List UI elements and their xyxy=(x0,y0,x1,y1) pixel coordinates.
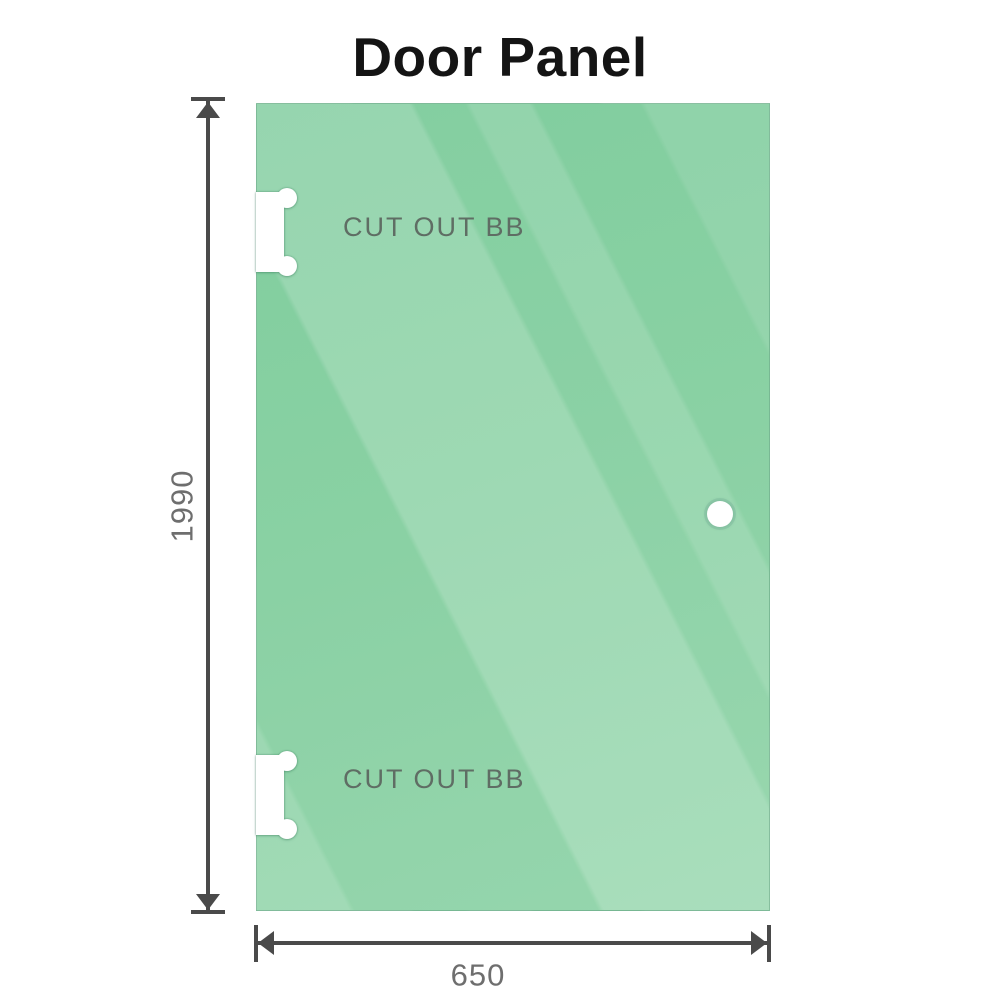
hinge-cutout-bottom xyxy=(256,751,304,841)
diagram-title: Door Panel xyxy=(352,26,648,88)
dimension-line xyxy=(257,941,769,945)
cutout-drill-hole xyxy=(277,256,297,276)
dimension-line xyxy=(206,100,210,912)
dimension-cap xyxy=(191,97,225,101)
cutout-drill-hole xyxy=(277,188,297,208)
arrow-right-icon xyxy=(751,931,767,955)
cutout-label-bottom: CUT OUT BB xyxy=(343,764,526,794)
arrow-down-icon xyxy=(196,894,220,910)
cutout-label-top: CUT OUT BB xyxy=(343,212,526,242)
height-dimension-label: 1990 xyxy=(164,469,200,543)
cutout-drill-hole xyxy=(277,751,297,771)
width-dimension-label: 650 xyxy=(450,957,506,993)
hinge-cutout-top xyxy=(256,188,304,278)
dimension-cap xyxy=(191,910,225,914)
handle-hole xyxy=(707,501,733,527)
dimension-cap xyxy=(254,925,258,962)
dimension-cap xyxy=(767,925,771,962)
cutout-drill-hole xyxy=(277,819,297,839)
glass-panel: CUT OUT BB CUT OUT BB xyxy=(256,103,770,911)
